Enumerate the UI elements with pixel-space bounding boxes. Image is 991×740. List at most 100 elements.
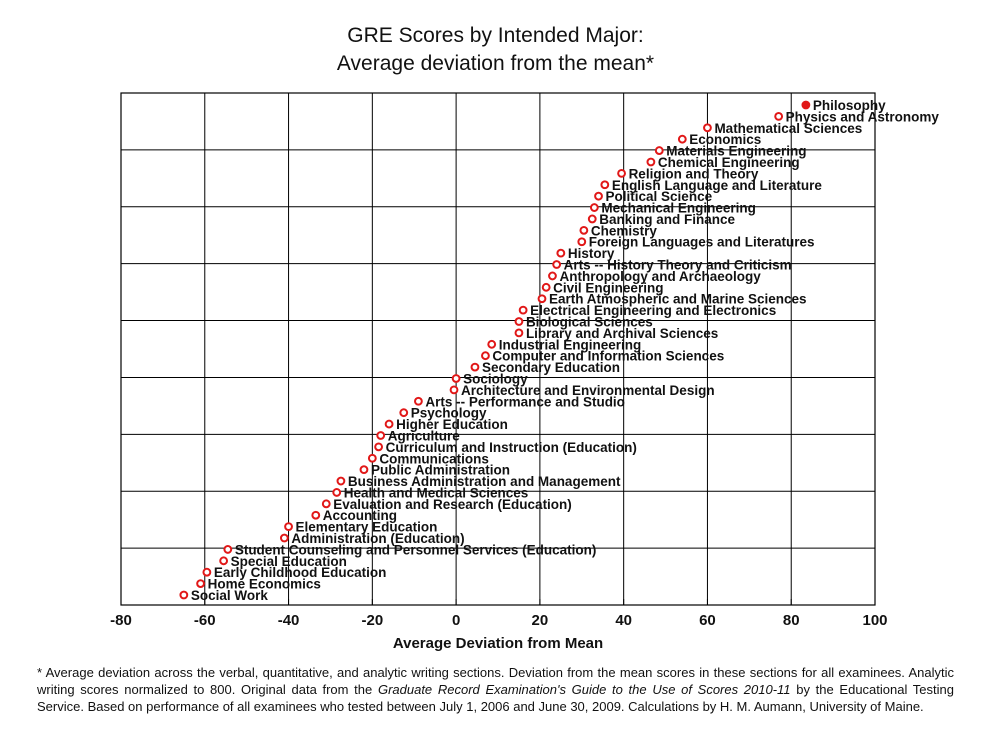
- point-label: Biological Sciences: [526, 315, 653, 330]
- point-label: Library and Archival Sciences: [526, 326, 718, 341]
- point-label: Foreign Languages and Literatures: [589, 235, 815, 250]
- highlight-marker: [801, 100, 811, 110]
- point-label: Agriculture: [388, 428, 461, 443]
- data-marker: [703, 123, 712, 133]
- point-label: Student Counseling and Personnel Service…: [235, 542, 597, 557]
- point-label: Earth Atmospheric and Marine Sciences: [549, 292, 807, 307]
- x-tick-label: 20: [532, 612, 549, 629]
- data-marker: [518, 305, 528, 315]
- x-tick-label: 80: [783, 612, 800, 629]
- point-label: Materials Engineering: [666, 144, 806, 159]
- x-axis-label: Average Deviation from Mean: [393, 635, 603, 652]
- point-label: Sociology: [463, 371, 528, 386]
- point-label: Psychology: [411, 406, 487, 421]
- point-label: Electrical Engineering and Electronics: [530, 303, 776, 318]
- data-marker: [552, 260, 562, 269]
- data-marker: [677, 134, 687, 144]
- data-marker: [470, 362, 480, 372]
- data-marker: [449, 385, 459, 395]
- point-label: Banking and Finance: [599, 212, 735, 227]
- point-label: Architecture and Environmental Design: [461, 383, 715, 398]
- point-label: Arts -- History Theory and Criticism: [564, 258, 792, 273]
- point-label: History: [568, 246, 615, 261]
- point-label: Business Administration and Management: [348, 474, 621, 489]
- data-marker: [376, 431, 386, 440]
- data-marker: [537, 294, 547, 304]
- point-label: Special Education: [231, 554, 347, 569]
- data-marker: [279, 533, 289, 543]
- x-tick-label: 100: [862, 612, 887, 629]
- point-label: Home Economics: [208, 577, 321, 592]
- data-marker: [589, 203, 599, 212]
- point-label: Higher Education: [396, 417, 508, 432]
- plot-frame: [120, 92, 876, 606]
- data-marker: [202, 567, 212, 577]
- point-label: Physics and Astronomy: [786, 109, 940, 124]
- data-marker: [284, 522, 293, 532]
- data-marker: [384, 419, 394, 429]
- data-marker: [594, 191, 603, 201]
- point-label: Secondary Education: [482, 360, 620, 375]
- chart-canvas: -80 -60 -40 -20 0 20 40 60 80 100 Average Deviatio…: [110, 92, 940, 652]
- footnote-source-title: Graduate Record Examination's Guide to t…: [377, 682, 791, 697]
- point-label: Accounting: [323, 508, 397, 523]
- x-tick-label: -80: [110, 612, 132, 629]
- data-marker: [579, 225, 589, 235]
- data-marker: [367, 453, 377, 463]
- data-marker: [374, 442, 384, 452]
- x-tick-label: -20: [361, 612, 383, 629]
- point-label: Arts -- Performance and Studio: [425, 394, 625, 409]
- point-label: Anthropology and Archaeology: [559, 269, 761, 284]
- data-marker: [587, 214, 597, 224]
- point-label: Political Science: [606, 189, 713, 204]
- data-marker: [219, 556, 229, 566]
- point-label: Curriculum and Instruction (Education): [386, 440, 637, 455]
- point-label: Chemistry: [591, 223, 658, 238]
- point-label: English Language and Literature: [612, 178, 823, 193]
- point-label: Communications: [379, 451, 489, 466]
- point-label: Elementary Education: [296, 520, 438, 535]
- point-label: Mathematical Sciences: [714, 121, 862, 136]
- point-label: Civil Engineering: [553, 280, 663, 295]
- data-marker: [654, 146, 664, 155]
- chart-title-line1: GRE Scores by Intended Major:: [347, 24, 644, 47]
- point-label: Health and Medical Sciences: [344, 485, 529, 500]
- chart-title-line2: Average deviation from the mean*: [336, 52, 655, 75]
- data-marker: [179, 590, 189, 600]
- data-marker: [514, 317, 524, 326]
- data-marker: [774, 111, 784, 121]
- x-tick-label: 0: [452, 612, 460, 629]
- x-tick-label: -40: [278, 612, 300, 629]
- point-label: Chemical Engineering: [658, 155, 800, 170]
- data-marker: [646, 157, 656, 167]
- data-marker: [196, 579, 205, 589]
- data-marker: [311, 510, 321, 520]
- point-label: Industrial Engineering: [499, 337, 642, 352]
- point-label: Early Childhood Education: [214, 565, 387, 580]
- data-marker: [481, 351, 490, 361]
- point-label: Evaluation and Research (Education): [333, 497, 572, 512]
- data-marker: [223, 545, 233, 554]
- footnote-text: * Average deviation across the verbal, q…: [37, 665, 954, 697]
- x-tick-label: -60: [194, 612, 216, 629]
- x-tick-label: 60: [699, 612, 716, 629]
- point-label: Religion and Theory: [629, 166, 759, 181]
- x-tick-label: 40: [615, 612, 632, 629]
- data-marker: [556, 248, 566, 258]
- data-marker: [451, 374, 461, 383]
- footnote-text-continued: by the Educational Testing Service. Base…: [37, 682, 954, 714]
- point-label: Mechanical Engineering: [601, 201, 756, 216]
- data-marker: [399, 408, 409, 418]
- data-marker: [577, 237, 587, 247]
- data-marker: [600, 180, 610, 190]
- data-marker: [548, 271, 557, 281]
- point-label: Social Work: [191, 588, 269, 603]
- data-marker: [414, 396, 423, 406]
- point-label: Economics: [689, 132, 761, 147]
- point-label: Philosophy: [813, 98, 886, 113]
- point-label: Public Administration: [371, 463, 510, 478]
- point-label: Administration (Education): [291, 531, 464, 546]
- data-marker: [359, 465, 369, 475]
- footnote: * Average deviation across the verbal, q…: [37, 664, 954, 715]
- data-marker: [336, 476, 346, 486]
